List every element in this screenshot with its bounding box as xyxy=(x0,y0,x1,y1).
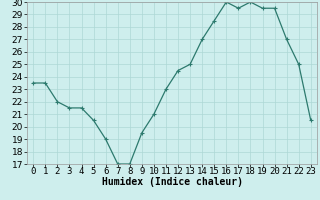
X-axis label: Humidex (Indice chaleur): Humidex (Indice chaleur) xyxy=(101,177,243,187)
